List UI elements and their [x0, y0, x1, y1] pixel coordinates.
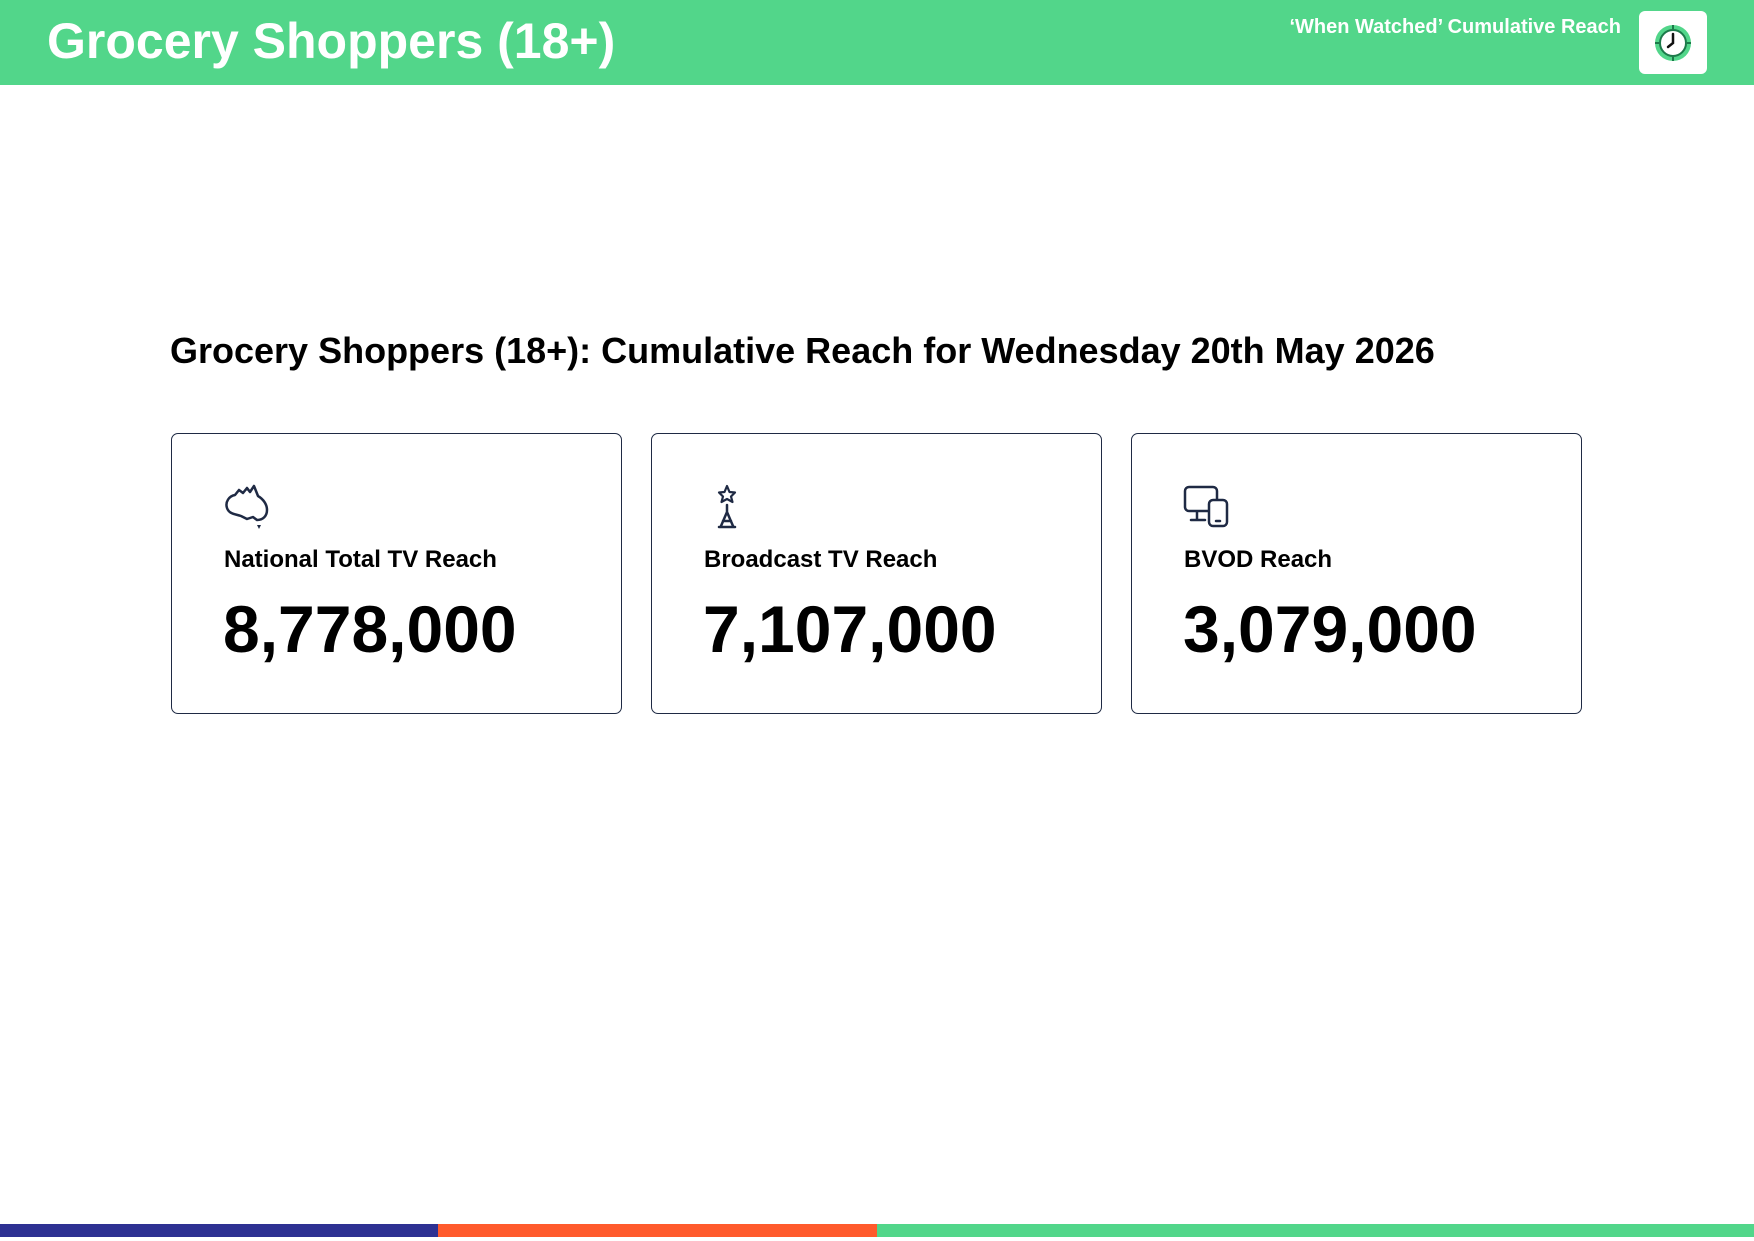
header-subtitle: ‘When Watched’ Cumulative Reach: [1289, 16, 1621, 38]
footer-stripe: [0, 1224, 438, 1237]
card-value: 7,107,000: [703, 592, 997, 666]
page-title: Grocery Shoppers (18+): [47, 13, 616, 69]
card-label: National Total TV Reach: [224, 546, 497, 573]
reach-card: BVOD Reach 3,079,000: [1131, 433, 1582, 714]
section-heading: Grocery Shoppers (18+): Cumulative Reach…: [170, 330, 1435, 371]
header-bar: Grocery Shoppers (18+) ‘When Watched’ Cu…: [0, 0, 1754, 85]
card-value: 3,079,000: [1183, 592, 1477, 666]
footer-stripe: [438, 1224, 877, 1237]
clock-badge: [1639, 11, 1707, 74]
broadcast-icon: [717, 484, 737, 529]
card-value: 8,778,000: [223, 592, 517, 666]
footer-stripe: [877, 1224, 1754, 1237]
devices-icon: [1183, 485, 1229, 528]
reach-card: Broadcast TV Reach 7,107,000: [651, 433, 1102, 714]
card-label: BVOD Reach: [1184, 546, 1333, 573]
card-label: Broadcast TV Reach: [704, 546, 938, 573]
clock-icon: [1655, 25, 1691, 61]
reach-card: National Total TV Reach 8,778,000: [171, 433, 622, 714]
australia-icon: [225, 484, 269, 529]
